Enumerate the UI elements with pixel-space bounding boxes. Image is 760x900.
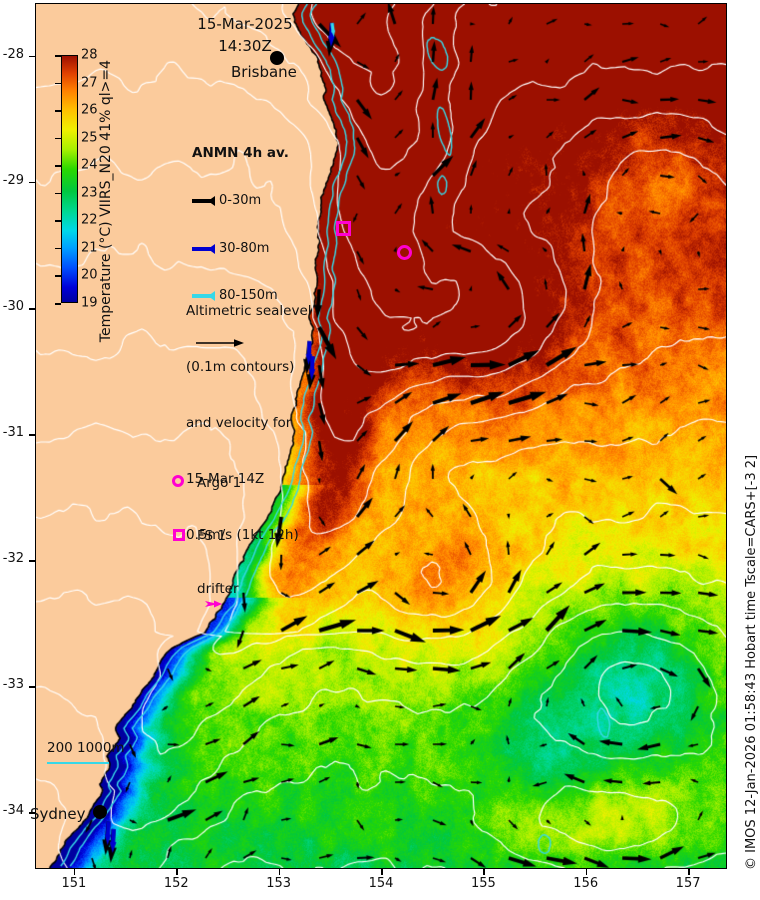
colorbar-tick	[55, 247, 61, 250]
bathymetry-scale-label: 200 1000m	[47, 740, 125, 756]
x-tick-mark	[73, 869, 76, 875]
x-tick-label: 153	[266, 876, 292, 891]
colorbar-tick-label: 19	[81, 295, 98, 311]
x-tick-label: 152	[163, 876, 189, 891]
anmn-label-2: 80-150m	[219, 288, 278, 304]
altimetry-note: Altimetric sealevel (0.1m contours) and …	[186, 265, 312, 582]
anmn-legend-item-1: 30-80m	[192, 241, 289, 256]
altimetry-line-2: and velocity for	[186, 415, 292, 431]
anmn-legend-header: ANMN 4h av.	[192, 144, 289, 161]
y-tick-label: -31	[2, 425, 24, 441]
marker-legend-item-drifter: drifter	[170, 578, 241, 608]
colorbar-tick-label: 22	[81, 212, 98, 228]
marker-legend-item-argo: Argo 1	[170, 472, 241, 493]
anmn-legend-item-2: 80-150m	[192, 288, 289, 304]
x-tick-label: 151	[61, 876, 87, 891]
x-tick-label: 155	[470, 876, 496, 891]
colorbar-tick	[55, 165, 61, 167]
altimetry-line-1: (0.1m contours)	[186, 359, 295, 376]
anmn-label-1: 30-80m	[219, 240, 270, 256]
x-tick-mark	[483, 869, 485, 875]
x-tick-mark	[176, 869, 178, 875]
colorbar-tick-label: 28	[81, 47, 98, 63]
y-tick-mark	[29, 434, 35, 436]
bathymetry-scale-line	[47, 762, 109, 764]
y-tick-mark	[29, 560, 35, 562]
credit-text: © IMOS 12-Jan-2026 01:58:43 Hobart time …	[744, 454, 759, 870]
colorbar-tick	[55, 82, 61, 85]
colorbar-tick	[55, 303, 61, 305]
velocity-scale-arrow-icon	[196, 339, 244, 347]
colorbar-tick-label: 20	[81, 267, 98, 283]
city-label-sydney: Sydney	[30, 805, 86, 823]
x-tick-mark	[688, 869, 690, 875]
y-tick-label: -33	[2, 677, 24, 693]
marker-legend-label-argo: Argo 1	[197, 474, 242, 491]
colorbar-tick	[55, 110, 61, 112]
y-tick-mark	[29, 686, 35, 688]
colorbar-tick-label: 26	[81, 102, 98, 118]
colorbar-tick-label: 23	[81, 185, 98, 201]
city-dot-sydney	[93, 805, 107, 819]
stamp-time: 14:30Z	[218, 36, 272, 55]
x-tick-label: 154	[368, 876, 394, 891]
date-time-stamp: 15-Mar-2025 14:30Z	[175, 14, 315, 58]
anmn-legend-item-0: 0-30m	[192, 193, 289, 209]
colorbar-gradient	[61, 55, 78, 303]
colorbar-tick	[55, 137, 61, 140]
city-dot-brisbane	[270, 51, 284, 65]
x-tick-mark	[381, 869, 383, 875]
colorbar-tick	[55, 55, 61, 57]
colorbar-title: Temperature (°C) VIIRS_N20 41% ql>=4	[98, 60, 114, 343]
altimetry-line-4: 0.5m/s (1kt 12h)	[186, 526, 299, 543]
y-tick-label: -29	[2, 172, 24, 188]
colorbar-tick	[55, 275, 61, 277]
y-tick-label: -32	[2, 551, 24, 567]
x-tick-label: 156	[573, 876, 599, 891]
colorbar-tick	[55, 192, 61, 195]
sst-heatmap-canvas	[36, 4, 726, 868]
drifter-arrow-icon	[170, 579, 223, 608]
colorbar-tick-label: 27	[81, 75, 98, 91]
map-marker-fs1[interactable]	[336, 221, 351, 236]
y-tick-mark	[29, 812, 35, 814]
colorbar-tick-label: 24	[81, 157, 98, 173]
x-tick-mark	[278, 869, 281, 875]
x-tick-mark	[585, 869, 588, 875]
city-label-brisbane: Brisbane	[231, 63, 297, 81]
y-tick-label: -30	[2, 299, 24, 315]
altimetry-line-3: 15-Mar 14Z	[186, 470, 265, 487]
square-marker-icon	[170, 526, 189, 545]
colorbar-tick-label: 21	[81, 240, 98, 256]
marker-legend-label-drifter: drifter	[197, 580, 239, 597]
map-plot-area[interactable]	[35, 3, 727, 869]
circle-marker-icon	[170, 473, 189, 492]
y-tick-label: -28	[2, 46, 24, 62]
map-marker-argo1[interactable]	[397, 245, 412, 260]
marker-legend-label-fs: FS 1	[197, 527, 226, 544]
altimetry-line-0: Altimetric sealevel	[186, 303, 312, 320]
stamp-date: 15-Mar-2025	[197, 15, 293, 33]
y-tick-mark	[29, 55, 35, 58]
x-tick-label: 157	[675, 876, 701, 891]
colorbar-tick-label: 25	[81, 130, 98, 146]
anmn-label-0: 0-30m	[219, 193, 262, 209]
colorbar-tick	[55, 220, 61, 222]
platform-marker-legend: Argo 1 FS 1 drifter	[170, 440, 241, 631]
y-tick-mark	[29, 308, 35, 310]
y-tick-label: -34	[2, 803, 24, 819]
anmn-legend: ANMN 4h av. 0-30m 30-80m 80-150m	[192, 112, 289, 336]
y-tick-mark	[29, 181, 35, 184]
colorbar: 28 27 26 25 24 23 22 21 20 19	[55, 48, 98, 311]
marker-legend-item-fs: FS 1	[170, 525, 241, 546]
